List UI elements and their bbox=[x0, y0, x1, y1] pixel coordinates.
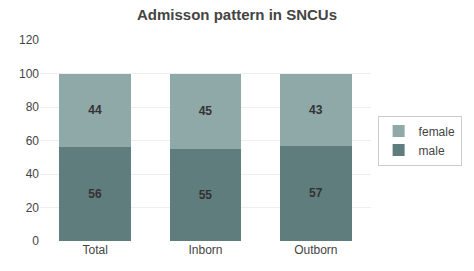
svg-text:55: 55 bbox=[199, 188, 213, 202]
svg-text:44: 44 bbox=[88, 103, 102, 117]
svg-text:Outborn: Outborn bbox=[294, 243, 337, 257]
svg-text:45: 45 bbox=[199, 104, 213, 118]
svg-text:female: female bbox=[419, 125, 455, 139]
svg-text:100: 100 bbox=[19, 67, 39, 81]
svg-text:Inborn: Inborn bbox=[188, 243, 222, 257]
svg-text:male: male bbox=[419, 144, 445, 158]
svg-text:56: 56 bbox=[88, 187, 102, 201]
svg-text:Total: Total bbox=[82, 243, 107, 257]
svg-text:80: 80 bbox=[26, 100, 40, 114]
svg-text:40: 40 bbox=[26, 167, 40, 181]
svg-text:43: 43 bbox=[309, 103, 323, 117]
svg-text:57: 57 bbox=[309, 186, 323, 200]
svg-text:Admisson pattern in SNCUs: Admisson pattern in SNCUs bbox=[137, 6, 337, 23]
svg-text:120: 120 bbox=[19, 33, 39, 47]
svg-text:60: 60 bbox=[26, 134, 40, 148]
svg-text:0: 0 bbox=[32, 234, 39, 248]
svg-text:20: 20 bbox=[26, 201, 40, 215]
